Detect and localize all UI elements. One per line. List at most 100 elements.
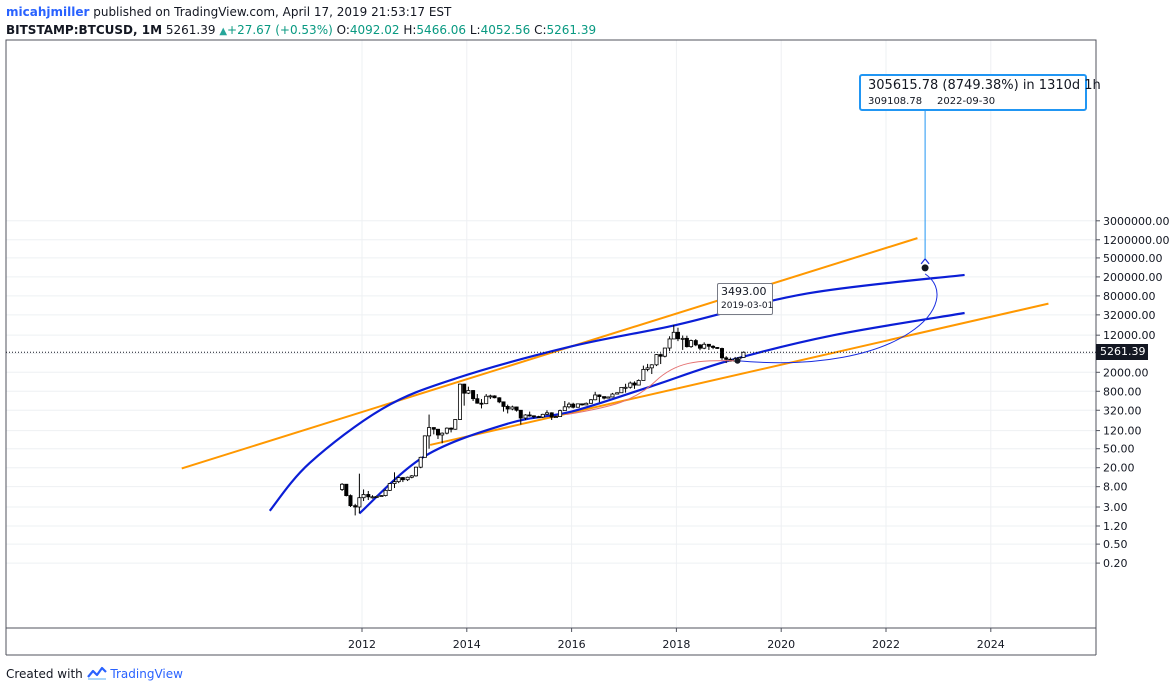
candle-body (658, 354, 663, 357)
high-label: H: (403, 23, 417, 37)
candle-body (449, 427, 454, 430)
candle-body (440, 432, 445, 436)
price-tick-label: 1.20 (1103, 520, 1128, 533)
candle-body (680, 337, 685, 340)
candle-body (580, 403, 585, 406)
candle-body (405, 476, 410, 481)
candle-body (667, 338, 672, 349)
candle-body (466, 390, 471, 394)
price-tick-label: 8.00 (1103, 481, 1128, 494)
annotation-overlays (6, 111, 1096, 416)
candle-body (527, 414, 532, 417)
price-tick-label: 320.00 (1103, 404, 1142, 417)
time-tick-label: 2024 (977, 638, 1005, 651)
trend-lines[interactable] (181, 237, 1049, 515)
projection-target-point[interactable] (921, 264, 929, 272)
candle-body (593, 394, 598, 401)
grid-lines (6, 40, 1096, 628)
candle-body (435, 428, 440, 436)
price-tick-label: 0.50 (1103, 538, 1128, 551)
candle-body (684, 337, 689, 348)
price-tick-label: 500000.00 (1103, 252, 1163, 265)
candle-body (457, 383, 462, 420)
price-tick-label: 0.20 (1103, 557, 1128, 570)
time-tick-label: 2016 (558, 638, 586, 651)
trend-curve-blue-2[interactable] (268, 273, 965, 512)
candle-body (566, 403, 571, 408)
candle-body (606, 396, 611, 399)
trend-line-orange-1[interactable] (429, 302, 1049, 446)
candle-body (562, 406, 567, 412)
low-price-label[interactable]: 3493.00 2019-03-01 (717, 283, 773, 315)
candle-body (544, 412, 549, 415)
price-tick-label: 2000.00 (1103, 366, 1149, 379)
candle-body (348, 495, 353, 507)
candle-body (675, 331, 680, 340)
up-arrow-icon: ▲ (219, 26, 228, 37)
projection-arrowhead (920, 257, 930, 265)
price-change: +27.67 (+0.53%) (227, 23, 333, 37)
candle-body (702, 343, 707, 349)
candle-body (654, 354, 659, 366)
candle-body (422, 435, 427, 458)
projection-arc[interactable] (737, 273, 938, 364)
projection-callout[interactable]: 305615.78 (8749.38%) in 1310d 1h 309108.… (859, 74, 1101, 111)
trend-curve-blue-3[interactable] (358, 311, 965, 515)
candle-body (610, 393, 615, 398)
price-tick-label: 1200000.00 (1103, 234, 1169, 247)
current-price-tag: 5261.39 (1096, 344, 1148, 361)
candle-body (536, 416, 541, 419)
candle-body (619, 386, 624, 394)
tradingview-logo-icon (86, 666, 107, 680)
candle-body (623, 386, 628, 389)
price-tick-label: 800.00 (1103, 385, 1142, 398)
candle-body (344, 483, 349, 497)
publish-line: micahjmiller published on TradingView.co… (6, 3, 1166, 21)
time-tick-label: 2020 (767, 638, 795, 651)
created-with-text: Created with (6, 667, 83, 681)
close-label: C: (534, 23, 547, 37)
candle-body (484, 395, 489, 405)
trend-line-orange-0[interactable] (181, 237, 918, 470)
candle-body (553, 416, 558, 418)
candle-body (488, 395, 493, 398)
price-axis[interactable]: 3000000.00 1200000.00 500000.00 200000.00 80… (1096, 215, 1169, 570)
low-price-date: 2019-03-01 (721, 301, 774, 311)
time-axis[interactable]: 2012 2014 2016 2018 2020 2022 2024 (348, 628, 1005, 651)
candle-body (518, 409, 523, 419)
candle-body (501, 401, 506, 407)
candle-body (418, 456, 423, 468)
close-value: 5261.39 (546, 23, 597, 37)
projection-origin-point[interactable] (734, 357, 741, 364)
time-tick-label: 2018 (662, 638, 690, 651)
price-tick-label: 32000.00 (1103, 309, 1156, 322)
candle-body (431, 427, 436, 430)
candle-body (588, 399, 593, 404)
author-link[interactable]: micahjmiller (6, 5, 90, 19)
candle-body (413, 466, 418, 477)
high-value: 5466.06 (416, 23, 467, 37)
candle-body (409, 475, 414, 478)
candle-body (689, 340, 694, 348)
candle-body (645, 367, 650, 370)
candle-body (628, 382, 633, 388)
footer: Created with TradingView (6, 664, 183, 684)
tradingview-link[interactable]: TradingView (110, 667, 183, 681)
symbol-label: BITSTAMP:BTCUSD, 1M (6, 23, 163, 37)
ohlc-line: BITSTAMP:BTCUSD, 1M 5261.39 ▲+27.67 (+0.… (6, 21, 1166, 39)
published-text: published on TradingView.com, April 17, … (93, 5, 452, 19)
candle-body (711, 345, 716, 348)
time-tick-label: 2014 (453, 638, 481, 651)
red-curve-overlay (566, 360, 735, 416)
price-tick-label: 20.00 (1103, 462, 1135, 475)
candle-body (741, 351, 746, 358)
candle-body (697, 344, 702, 349)
candle-body (523, 414, 528, 419)
candle-body (383, 489, 388, 497)
candle-body (636, 380, 641, 386)
candle-body (427, 427, 432, 437)
candle-body (453, 419, 458, 430)
candle-body (374, 496, 379, 498)
candle-body (400, 477, 405, 481)
